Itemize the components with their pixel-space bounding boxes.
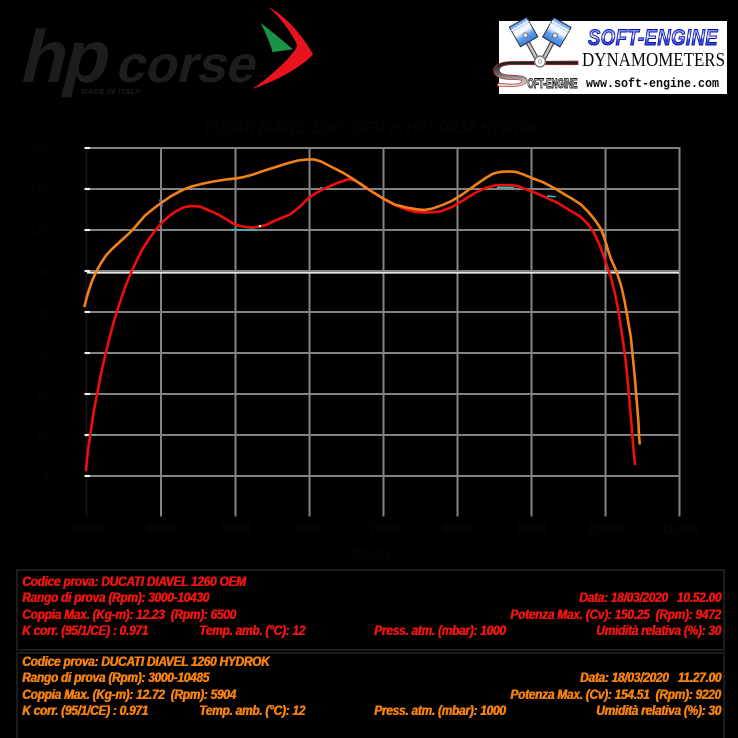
svg-text:corse: corse — [112, 36, 265, 94]
svg-text:hp: hp — [14, 15, 119, 98]
svg-text:DYNAMOMETERS: DYNAMOMETERS — [582, 49, 725, 71]
svg-text:100: 100 — [29, 265, 49, 279]
svg-text:3000: 3000 — [71, 520, 102, 536]
svg-text:OFT-ENGINE: OFT-ENGINE — [528, 76, 578, 91]
svg-text:(Rpm): (Rpm) — [352, 545, 390, 560]
svg-text:120: 120 — [29, 224, 49, 238]
svg-text:SOFT-ENGINE: SOFT-ENGINE — [588, 25, 719, 50]
svg-text:140: 140 — [29, 183, 49, 197]
svg-text:160: 160 — [29, 142, 49, 156]
svg-text:0: 0 — [42, 470, 49, 484]
svg-text:10000: 10000 — [586, 520, 625, 536]
svg-text:11000: 11000 — [660, 520, 698, 536]
svg-text:9000: 9000 — [516, 520, 547, 536]
svg-text:www.soft-engine.com: www.soft-engine.com — [586, 76, 719, 91]
svg-text:6000: 6000 — [294, 520, 325, 536]
svg-text:7000: 7000 — [368, 520, 399, 536]
svg-text:40: 40 — [36, 388, 50, 402]
svg-text:8000: 8000 — [442, 520, 473, 536]
svg-text:MADE IN ITALY: MADE IN ITALY — [81, 87, 141, 96]
svg-text:5000: 5000 — [220, 520, 251, 536]
svg-text:80: 80 — [36, 306, 50, 320]
svg-text:60: 60 — [36, 347, 50, 361]
svg-text:4000: 4000 — [145, 520, 176, 536]
svg-text:DUCATI DIAVEL 1260 : OEM vs HP: DUCATI DIAVEL 1260 : OEM vs HP CORSE HYD… — [205, 118, 541, 137]
svg-text:20: 20 — [36, 429, 50, 443]
